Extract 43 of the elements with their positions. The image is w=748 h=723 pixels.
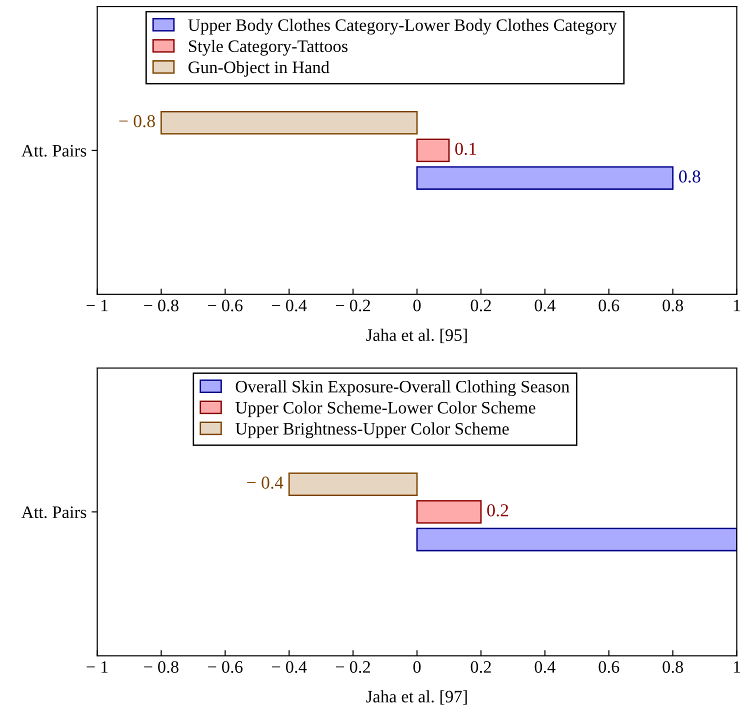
x-tick-label: 0.2	[470, 300, 491, 312]
x-tick-label: 0.8	[662, 300, 684, 312]
x-tick-label: − 0.8	[144, 300, 178, 312]
x-tick-label: 0	[413, 661, 421, 673]
x-tick-label: − 0.2	[336, 300, 370, 312]
legend-label: Upper Brightness-Upper Color Scheme	[235, 422, 509, 438]
x-tick-label: 0.6	[598, 300, 620, 312]
bar	[288, 472, 418, 496]
x-tick-label: − 0.6	[208, 300, 243, 312]
x-tick-label: 1	[734, 300, 740, 312]
y-tick-label: Att. Pairs	[21, 144, 86, 157]
x-tick-label: − 0.4	[272, 661, 307, 673]
legend-label: Overall Skin Exposure-Overall Clothing Season	[236, 380, 570, 396]
bar	[416, 528, 737, 552]
x-tick-label: 0.2	[470, 661, 491, 673]
x-tick-label: 1	[734, 661, 740, 673]
x-tick-label: − 0.6	[208, 661, 243, 673]
x-tick-label: − 1	[86, 661, 108, 673]
bar	[160, 110, 418, 134]
y-tick-label: Att. Pairs	[21, 506, 86, 518]
x-tick-label: − 1	[86, 300, 108, 312]
data-label: − 0.8	[119, 115, 155, 128]
legend-label: Gun-Object in Hand	[188, 60, 330, 77]
x-tick-label: 0	[413, 300, 421, 312]
legend-label: Upper Body Clothes Category-Lower Body Clothes Category	[188, 18, 617, 35]
x-axis-title: Jaha et al. [95]	[366, 328, 467, 344]
bar	[416, 166, 674, 190]
data-label: 0.2	[487, 504, 508, 516]
x-axis-title: Jaha et al. [97]	[366, 690, 467, 705]
bar	[416, 500, 482, 524]
x-tick-label: − 0.4	[272, 300, 307, 312]
legend-label: Style Category-Tattoos	[188, 40, 348, 56]
x-tick-label: 0.6	[598, 661, 620, 673]
x-tick-label: 0.4	[534, 300, 556, 312]
x-tick-label: − 0.8	[144, 661, 178, 673]
bar	[416, 138, 450, 162]
x-tick-label: 0.4	[534, 661, 556, 673]
data-label: 0.1	[455, 142, 476, 155]
x-tick-label: 0.8	[662, 661, 684, 673]
x-tick-label: − 0.2	[336, 661, 370, 673]
data-label: − 0.4	[247, 476, 284, 489]
legend-label: Upper Color Scheme-Lower Color Scheme	[235, 401, 536, 418]
data-label: 0.8	[679, 170, 700, 183]
